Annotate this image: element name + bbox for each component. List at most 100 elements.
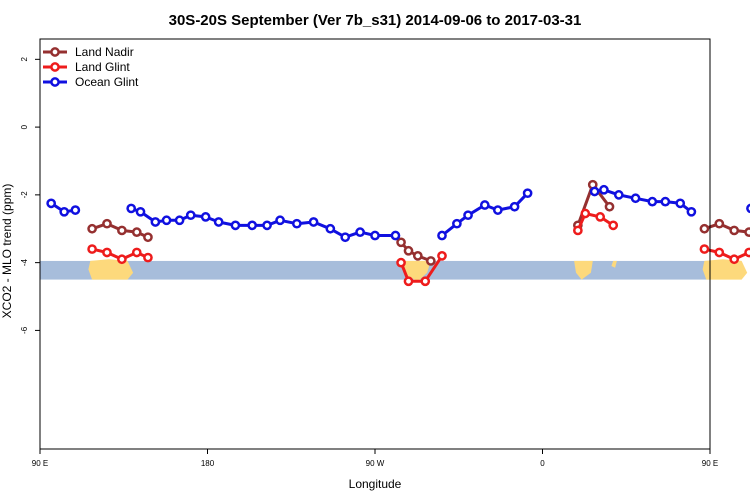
- land-mass: [401, 260, 431, 282]
- data-point: [675, 198, 686, 209]
- data-point: [143, 232, 153, 243]
- data-point: [150, 217, 161, 227]
- x-tick-label: 90 E: [702, 459, 718, 468]
- data-point: [70, 205, 81, 215]
- data-point: [325, 223, 336, 234]
- data-point: [340, 232, 351, 243]
- x-tick-label: 180: [201, 459, 215, 468]
- data-point: [262, 220, 272, 231]
- data-point: [117, 225, 127, 236]
- legend-marker: [50, 47, 60, 57]
- x-tick-label: 0: [540, 459, 545, 468]
- data-point: [275, 215, 285, 226]
- data-point: [87, 244, 97, 254]
- y-tick-label: 0: [20, 124, 29, 129]
- data-point: [463, 210, 473, 221]
- data-point: [135, 206, 146, 217]
- data-point: [174, 215, 185, 226]
- series-land-nadir: [87, 179, 750, 266]
- land-mass: [88, 259, 134, 280]
- data-point: [425, 256, 436, 266]
- plot-area: [40, 179, 750, 287]
- x-axis: 90 E 180 90 W 0 90 E: [32, 449, 718, 468]
- legend-label: Land Glint: [75, 60, 130, 74]
- data-point: [589, 186, 600, 197]
- data-point: [420, 276, 431, 287]
- data-point: [355, 227, 365, 237]
- data-point: [161, 215, 172, 226]
- data-point: [595, 212, 606, 222]
- data-point: [412, 251, 423, 261]
- land-mass: [574, 260, 593, 280]
- y-tick-label: -4: [20, 259, 29, 267]
- x-tick-label: 90 E: [32, 459, 48, 468]
- data-point: [102, 247, 112, 258]
- data-point: [479, 200, 490, 210]
- data-point: [117, 254, 127, 265]
- data-point: [604, 201, 615, 212]
- data-point: [143, 252, 153, 263]
- data-point: [308, 217, 319, 227]
- y-tick-label: -2: [20, 191, 29, 199]
- legend-marker: [50, 62, 60, 72]
- y-tick-label: 2: [20, 57, 29, 62]
- data-point: [608, 220, 619, 231]
- x-axis-label: Longitude: [349, 477, 402, 491]
- y-tick-label: -6: [20, 326, 29, 334]
- data-point: [647, 196, 658, 207]
- data-point: [660, 196, 671, 207]
- data-point: [573, 225, 583, 236]
- data-point: [403, 245, 414, 256]
- data-point: [131, 247, 142, 258]
- data-point: [437, 230, 447, 241]
- data-point: [200, 212, 211, 222]
- data-point: [230, 220, 241, 231]
- data-point: [291, 218, 302, 229]
- data-point: [509, 201, 520, 212]
- data-point: [452, 218, 462, 229]
- data-point: [213, 217, 224, 227]
- data-point: [126, 203, 137, 214]
- data-point: [714, 247, 725, 258]
- series-land-glint: [87, 208, 750, 287]
- data-point: [613, 190, 624, 200]
- data-point: [714, 218, 725, 229]
- series-line: [703, 222, 750, 235]
- series-line: [704, 247, 750, 261]
- data-point: [185, 210, 196, 221]
- series-line: [399, 241, 432, 263]
- chart-title: 30S-20S September (Ver 7b_s31) 2014-09-0…: [169, 12, 582, 29]
- series-line: [441, 192, 529, 237]
- series-line: [399, 255, 444, 283]
- ocean-band: [40, 260, 710, 280]
- data-point: [396, 257, 406, 268]
- data-point: [403, 276, 414, 287]
- data-point: [746, 203, 750, 214]
- series-line: [576, 212, 615, 232]
- data-point: [744, 247, 750, 258]
- data-point: [131, 227, 142, 237]
- data-point: [396, 237, 406, 248]
- y-axis: 2 0 -2 -4 -6: [20, 57, 40, 334]
- data-point: [580, 208, 591, 219]
- legend-marker: [50, 77, 60, 87]
- plot-frame: [39, 38, 711, 450]
- data-point: [102, 218, 112, 229]
- legend-label: Land Nadir: [75, 45, 134, 59]
- data-point: [522, 188, 533, 199]
- x-tick-label: 90 W: [366, 459, 385, 468]
- data-point: [87, 223, 97, 234]
- data-point: [370, 230, 380, 241]
- data-point: [247, 220, 258, 231]
- data-point: [59, 206, 70, 217]
- data-point: [699, 223, 710, 234]
- data-point: [729, 225, 740, 236]
- land-mass: [611, 260, 617, 268]
- data-point: [630, 193, 641, 204]
- data-point: [729, 254, 740, 265]
- data-point: [46, 198, 57, 209]
- legend-label: Ocean Glint: [75, 75, 139, 89]
- data-point: [744, 227, 750, 237]
